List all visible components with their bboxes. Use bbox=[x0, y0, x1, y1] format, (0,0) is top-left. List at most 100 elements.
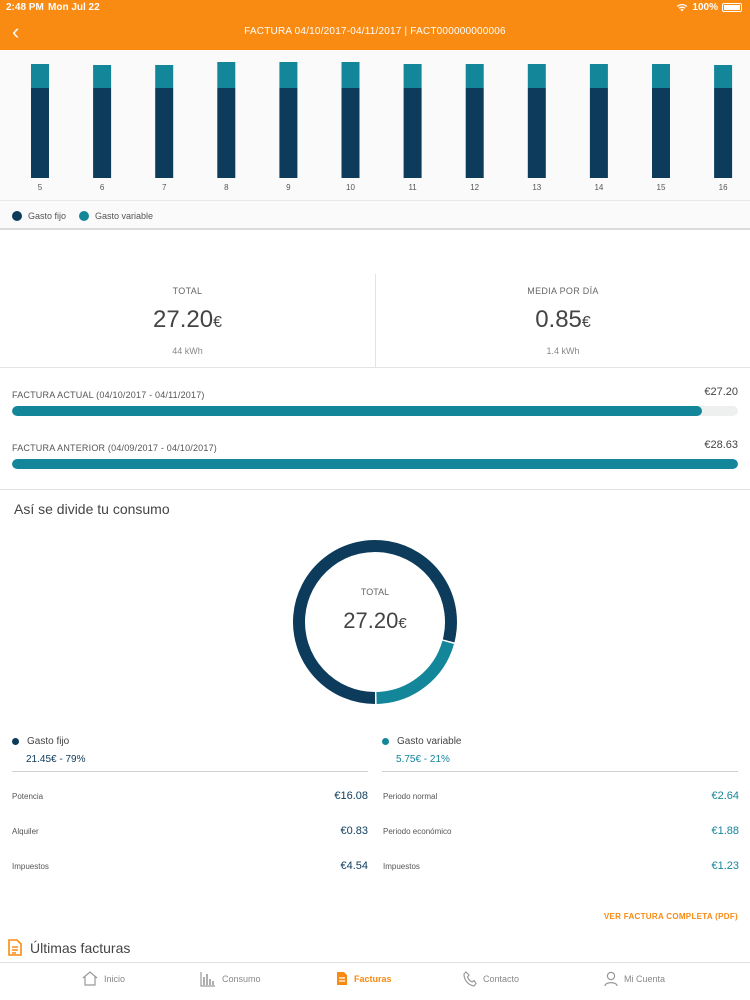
tab-facturas-label: Facturas bbox=[354, 973, 392, 984]
back-chevron-icon[interactable]: ‹ bbox=[12, 19, 20, 44]
donut-center-label: TOTAL bbox=[360, 587, 390, 597]
bar-fixed bbox=[714, 88, 733, 178]
variable-cost-dot bbox=[382, 738, 389, 745]
consumption-section-title: Así se divide tu consumo bbox=[14, 501, 170, 517]
last-bills-title: Últimas facturas bbox=[30, 939, 131, 956]
fixed-cost-summary: Gasto fijo 21.45€ - 79% bbox=[12, 736, 368, 772]
tab-contacto[interactable]: Contacto bbox=[463, 971, 519, 987]
bar-tick-label: 9 bbox=[286, 183, 291, 192]
variable-row: Periodo normal €2.64 bbox=[383, 784, 739, 819]
fixed-row-value: €16.08 bbox=[334, 790, 368, 802]
wifi-icon bbox=[677, 3, 688, 12]
legend-variable: Gasto variable bbox=[79, 211, 153, 221]
variable-cost-name: Gasto variable bbox=[382, 736, 461, 747]
tab-consumo[interactable]: Consumo bbox=[200, 971, 261, 987]
fixed-row: Impuestos €4.54 bbox=[12, 854, 368, 889]
bar-tick-label: 10 bbox=[346, 183, 355, 192]
total-currency: € bbox=[213, 314, 222, 331]
current-bill-amount: €27.20 bbox=[704, 386, 738, 398]
variable-row-value: €1.88 bbox=[711, 825, 739, 837]
donut-fixed-arc bbox=[293, 540, 457, 704]
tab-inicio-label: Inicio bbox=[104, 973, 126, 984]
total-amount: 27.20 bbox=[153, 306, 214, 333]
bar-variable bbox=[217, 62, 236, 88]
phone-icon bbox=[463, 971, 477, 987]
legend-variable-dot bbox=[79, 211, 89, 221]
bar-fixed bbox=[155, 88, 174, 178]
bar-variable bbox=[341, 62, 360, 88]
fixed-row-label: Potencia bbox=[12, 792, 44, 801]
bar-variable bbox=[155, 65, 174, 88]
donut-center-amount: 27.20 bbox=[343, 608, 399, 633]
bar-fixed bbox=[341, 88, 360, 178]
bar-variable bbox=[589, 64, 608, 88]
bar-fixed bbox=[589, 88, 608, 178]
current-bill-label: FACTURA ACTUAL (04/10/2017 - 04/11/2017) bbox=[12, 390, 205, 400]
bar-fixed bbox=[652, 88, 670, 178]
chart-legend: Gasto fijo Gasto variable bbox=[0, 200, 750, 230]
bar-chart-svg: 5 6 7 8 9 10 11 12 13 14 15 16 bbox=[31, 62, 733, 192]
legend-fixed-label: Gasto fijo bbox=[28, 211, 67, 221]
bar-fixed bbox=[93, 88, 112, 178]
home-icon bbox=[82, 971, 98, 986]
bar-tick-label: 12 bbox=[470, 183, 479, 192]
legend-variable-label: Gasto variable bbox=[95, 211, 154, 221]
tab-contacto-label: Contacto bbox=[483, 974, 520, 984]
battery-icon bbox=[722, 3, 742, 12]
donut-center-currency: € bbox=[398, 615, 407, 632]
previous-bill-amount: €28.63 bbox=[704, 439, 738, 451]
fixed-breakdown: Potencia €16.08 Alquiler €0.83 Impuestos €4… bbox=[12, 784, 368, 889]
previous-bill-label: FACTURA ANTERIOR (04/09/2017 - 04/10/201… bbox=[12, 443, 217, 453]
fixed-row-value: €0.83 bbox=[340, 825, 368, 837]
bar-tick-label: 6 bbox=[100, 183, 105, 192]
variable-row-label: Periodo normal bbox=[383, 792, 438, 801]
variable-cost-summary: Gasto variable 5.75€ - 21% bbox=[382, 736, 738, 772]
variable-row-value: €1.23 bbox=[711, 860, 739, 872]
avg-label: MEDIA POR DÍA bbox=[527, 286, 599, 296]
variable-cost-label: Gasto variable bbox=[397, 736, 462, 747]
bill-comparison: FACTURA ACTUAL (04/10/2017 - 04/11/2017)… bbox=[0, 380, 750, 490]
fixed-cost-amount: 21.45€ - 79% bbox=[26, 754, 86, 765]
bar-variable bbox=[527, 64, 546, 88]
totals-panel: TOTAL 27.20€ 44 kWh MEDIA POR DÍA 0.85€ … bbox=[0, 274, 750, 368]
bar-variable bbox=[465, 64, 484, 88]
total-label: TOTAL bbox=[172, 286, 203, 296]
bar-fixed bbox=[217, 88, 236, 178]
bar-variable bbox=[93, 65, 112, 88]
legend-fixed-dot bbox=[12, 211, 22, 221]
tab-facturas[interactable]: Facturas bbox=[336, 971, 392, 986]
bar-tick-label: 14 bbox=[594, 183, 603, 192]
current-bill-track bbox=[12, 406, 738, 416]
invoice-title: FACTURA 04/10/2017-04/11/2017 | FACT0000… bbox=[244, 26, 506, 37]
tab-consumo-label: Consumo bbox=[222, 974, 261, 984]
bar-tick-label: 15 bbox=[657, 183, 666, 192]
bar-fixed bbox=[465, 88, 484, 178]
tab-mi-cuenta[interactable]: Mi Cuenta bbox=[604, 971, 665, 987]
bar-tick-label: 16 bbox=[719, 183, 728, 192]
avg-kwh: 1.4 kWh bbox=[546, 346, 580, 356]
status-bar: 2:48 PM Mon Jul 22 100% bbox=[0, 0, 750, 16]
view-pdf-link[interactable]: VER FACTURA COMPLETA (PDF) bbox=[603, 912, 738, 921]
bar-fixed bbox=[279, 88, 298, 178]
tab-inicio[interactable]: Inicio bbox=[82, 971, 125, 986]
variable-breakdown: Periodo normal €2.64 Periodo económico €1.… bbox=[383, 784, 739, 889]
avg-currency: € bbox=[581, 314, 591, 331]
avg-amount: 0.85 bbox=[535, 306, 582, 333]
bar-tick-label: 13 bbox=[532, 183, 541, 192]
bar-variable bbox=[403, 64, 422, 88]
fixed-cost-dot bbox=[12, 738, 19, 745]
total-value: 27.20€ bbox=[0, 306, 375, 334]
bar-fixed bbox=[403, 88, 422, 178]
bar-fixed bbox=[31, 88, 49, 178]
bar-variable bbox=[279, 62, 298, 88]
donut-chart-svg bbox=[293, 540, 457, 704]
status-date: Mon Jul 22 bbox=[48, 2, 100, 13]
bar-tick-label: 7 bbox=[162, 183, 167, 192]
user-icon bbox=[604, 971, 618, 987]
variable-row-label: Impuestos bbox=[383, 862, 420, 871]
document-icon bbox=[8, 939, 22, 956]
last-bills-header: Últimas facturas bbox=[8, 939, 130, 956]
battery-percent: 100% bbox=[692, 2, 718, 13]
legend-fixed: Gasto fijo bbox=[12, 211, 66, 221]
fixed-row-label: Impuestos bbox=[12, 862, 49, 871]
